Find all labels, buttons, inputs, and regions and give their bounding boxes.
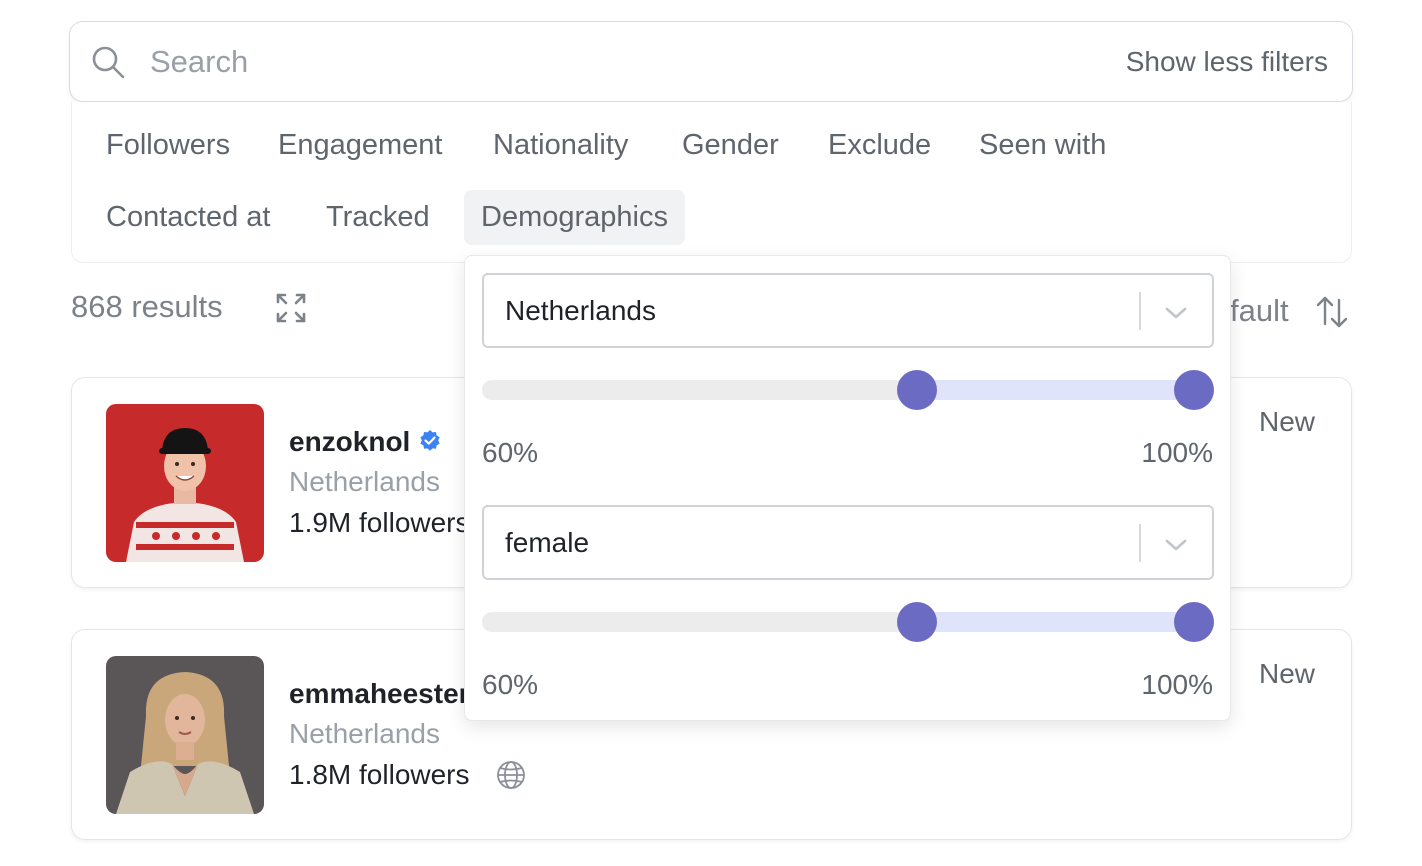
followers-count: 1.8M followers xyxy=(289,759,470,790)
country-range-max-label: 100% xyxy=(1141,437,1213,468)
sort-label[interactable]: fault xyxy=(1230,293,1289,328)
range-max-handle[interactable] xyxy=(1174,370,1214,410)
filter-gender[interactable]: Gender xyxy=(682,129,779,161)
chevron-down-icon[interactable] xyxy=(1162,531,1190,559)
search-bar: Show less filters xyxy=(69,21,1353,102)
country-percentage-range[interactable] xyxy=(482,369,1214,411)
demographics-popover: Netherlands 60% 100% female 60% 100% xyxy=(464,255,1231,721)
search-icon xyxy=(92,46,125,79)
search-input[interactable] xyxy=(150,40,1050,84)
country-select[interactable]: Netherlands xyxy=(482,273,1214,348)
country-range-min-label: 60% xyxy=(482,437,539,468)
results-count: 868 results xyxy=(71,289,223,324)
range-fill xyxy=(917,612,1194,632)
gender-percentage-range[interactable] xyxy=(482,601,1214,643)
filter-tracked[interactable]: Tracked xyxy=(326,201,430,233)
range-max-handle[interactable] xyxy=(1174,602,1214,642)
chevron-down-icon[interactable] xyxy=(1162,299,1190,327)
gender-select[interactable]: female xyxy=(482,505,1214,580)
select-separator xyxy=(1139,292,1141,330)
filter-engagement[interactable]: Engagement xyxy=(278,129,443,161)
filter-seen-with[interactable]: Seen with xyxy=(979,129,1107,161)
status-label: New xyxy=(1259,658,1316,689)
expand-icon[interactable] xyxy=(275,292,307,324)
status-label: New xyxy=(1259,406,1316,437)
filter-followers[interactable]: Followers xyxy=(106,129,231,161)
username[interactable]: enzoknol xyxy=(289,426,411,457)
filter-exclude[interactable]: Exclude xyxy=(828,129,932,161)
gender-range-min-label: 60% xyxy=(482,669,539,700)
sort-arrows-icon[interactable] xyxy=(1314,294,1350,330)
gender-select-value: female xyxy=(505,527,590,558)
filters-panel: Followers Engagement Nationality Gender … xyxy=(71,102,1352,263)
filter-demographics[interactable]: Demographics xyxy=(464,190,685,245)
show-less-filters-button[interactable]: Show less filters xyxy=(1125,46,1328,77)
select-separator xyxy=(1139,524,1141,562)
range-min-handle[interactable] xyxy=(897,370,938,410)
avatar xyxy=(106,656,264,814)
verified-badge-icon xyxy=(420,430,440,451)
country: Netherlands xyxy=(289,466,440,497)
range-min-handle[interactable] xyxy=(897,602,938,642)
filter-contacted-at[interactable]: Contacted at xyxy=(106,201,271,233)
globe-icon[interactable] xyxy=(495,759,527,791)
gender-range-max-label: 100% xyxy=(1141,669,1213,700)
filter-nationality[interactable]: Nationality xyxy=(493,129,629,161)
country: Netherlands xyxy=(289,718,440,749)
followers-count: 1.9M followers xyxy=(289,507,470,538)
avatar xyxy=(106,404,264,562)
range-fill xyxy=(917,380,1194,400)
username[interactable]: emmaheesters xyxy=(289,678,486,709)
country-select-value: Netherlands xyxy=(505,295,656,326)
